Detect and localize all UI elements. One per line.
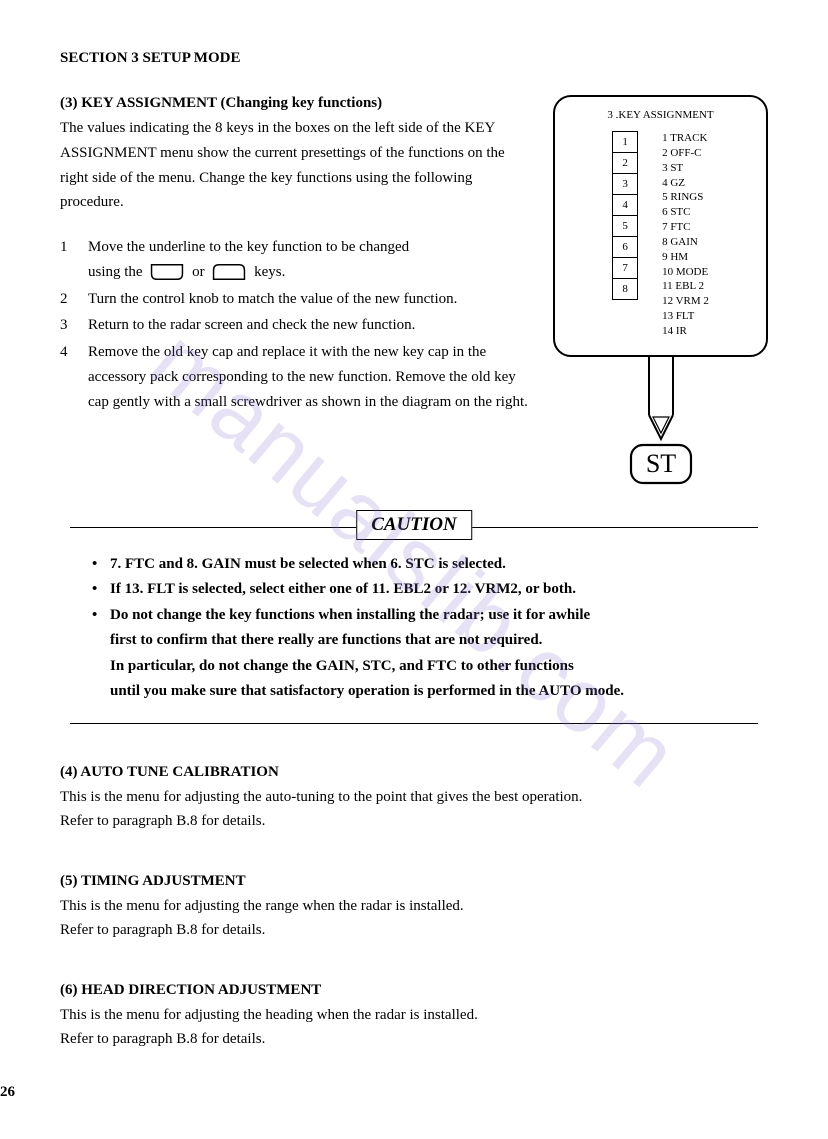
func-row: 12 VRM 2 xyxy=(662,294,709,309)
screwdriver-keycap-diagram: ST xyxy=(601,357,721,487)
sub6-heading: (6) HEAD DIRECTION ADJUSTMENT xyxy=(60,982,768,999)
caution-box: CAUTION 7. FTC and 8. GAIN must be selec… xyxy=(70,527,758,724)
sub6-p2: Refer to paragraph B.8 for details. xyxy=(60,1027,768,1051)
step1-text-b3: keys. xyxy=(254,264,285,280)
menu-key-column: 1 2 3 4 5 6 7 8 xyxy=(612,131,638,339)
func-row: 3 ST xyxy=(662,161,709,176)
step-4: Remove the old key cap and replace it wi… xyxy=(60,340,533,414)
sub5-block: (5) TIMING ADJUSTMENT This is the menu f… xyxy=(60,873,768,942)
sub4-p1: This is the menu for adjusting the auto-… xyxy=(60,785,768,809)
func-row: 14 IR xyxy=(662,324,709,339)
key-cell: 2 xyxy=(612,152,638,174)
key-assignment-block: (3) KEY ASSIGNMENT (Changing key functio… xyxy=(60,95,768,487)
step1-text-b2: or xyxy=(192,264,205,280)
page-number: 26 xyxy=(0,1084,15,1101)
page-container: SECTION 3 SETUP MODE (3) KEY ASSIGNMENT … xyxy=(0,0,828,1091)
caution-item-1: 7. FTC and 8. GAIN must be selected when… xyxy=(80,552,748,578)
func-row: 7 FTC xyxy=(662,220,709,235)
sub4-p2: Refer to paragraph B.8 for details. xyxy=(60,809,768,833)
caution-item-3d: until you make sure that satisfactory op… xyxy=(80,679,748,705)
sub5-p2: Refer to paragraph B.8 for details. xyxy=(60,918,768,942)
sub6-p1: This is the menu for adjusting the headi… xyxy=(60,1003,768,1027)
func-row: 2 OFF-C xyxy=(662,146,709,161)
menu-inner: 1 2 3 4 5 6 7 8 1 TRACK 2 OFF-C 3 ST 4 G… xyxy=(571,131,750,339)
diagram-column: 3 .KEY ASSIGNMENT 1 2 3 4 5 6 7 8 1 TRAC… xyxy=(553,95,768,487)
step-3: Return to the radar screen and check the… xyxy=(60,313,533,338)
key-cell: 1 xyxy=(612,131,638,153)
sub3-heading: (3) KEY ASSIGNMENT (Changing key functio… xyxy=(60,95,533,112)
step1-text-b1: using the xyxy=(88,264,143,280)
key-assignment-menu: 3 .KEY ASSIGNMENT 1 2 3 4 5 6 7 8 1 TRAC… xyxy=(553,95,768,357)
step-2: Turn the control knob to match the value… xyxy=(60,287,533,312)
key-cell: 6 xyxy=(612,236,638,258)
caution-item-2: If 13. FLT is selected, select either on… xyxy=(80,577,748,603)
sub5-p1: This is the menu for adjusting the range… xyxy=(60,894,768,918)
sub6-block: (6) HEAD DIRECTION ADJUSTMENT This is th… xyxy=(60,982,768,1051)
keycap-label: ST xyxy=(645,449,675,478)
func-row: 8 GAIN xyxy=(662,235,709,250)
caution-label: CAUTION xyxy=(356,510,472,540)
sub5-heading: (5) TIMING ADJUSTMENT xyxy=(60,873,768,890)
key-cell: 4 xyxy=(612,194,638,216)
func-row: 1 TRACK xyxy=(662,131,709,146)
func-row: 13 FLT xyxy=(662,309,709,324)
sub4-block: (4) AUTO TUNE CALIBRATION This is the me… xyxy=(60,764,768,833)
func-row: 9 HM xyxy=(662,250,709,265)
up-key-icon xyxy=(210,262,248,282)
procedure-steps: Move the underline to the key function t… xyxy=(60,235,533,414)
caution-list: 7. FTC and 8. GAIN must be selected when… xyxy=(80,552,748,629)
step-1: Move the underline to the key function t… xyxy=(60,235,533,285)
func-row: 10 MODE xyxy=(662,265,709,280)
key-cell: 3 xyxy=(612,173,638,195)
key-cell: 8 xyxy=(612,278,638,300)
func-row: 11 EBL 2 xyxy=(662,279,709,294)
menu-title: 3 .KEY ASSIGNMENT xyxy=(571,109,750,121)
sub4-heading: (4) AUTO TUNE CALIBRATION xyxy=(60,764,768,781)
down-key-icon xyxy=(148,262,186,282)
sub3-paragraph: The values indicating the 8 keys in the … xyxy=(60,116,533,215)
caution-item-3: Do not change the key functions when ins… xyxy=(80,603,748,629)
func-row: 6 STC xyxy=(662,205,709,220)
caution-item-3b: first to confirm that there really are f… xyxy=(80,628,748,654)
section-header: SECTION 3 SETUP MODE xyxy=(60,50,768,67)
key-cell: 7 xyxy=(612,257,638,279)
step1-text-a: Move the underline to the key function t… xyxy=(88,239,409,255)
menu-func-column: 1 TRACK 2 OFF-C 3 ST 4 GZ 5 RINGS 6 STC … xyxy=(662,131,709,339)
func-row: 5 RINGS xyxy=(662,190,709,205)
key-cell: 5 xyxy=(612,215,638,237)
caution-item-3c: In particular, do not change the GAIN, S… xyxy=(80,654,748,680)
text-column: (3) KEY ASSIGNMENT (Changing key functio… xyxy=(60,95,533,487)
func-row: 4 GZ xyxy=(662,176,709,191)
